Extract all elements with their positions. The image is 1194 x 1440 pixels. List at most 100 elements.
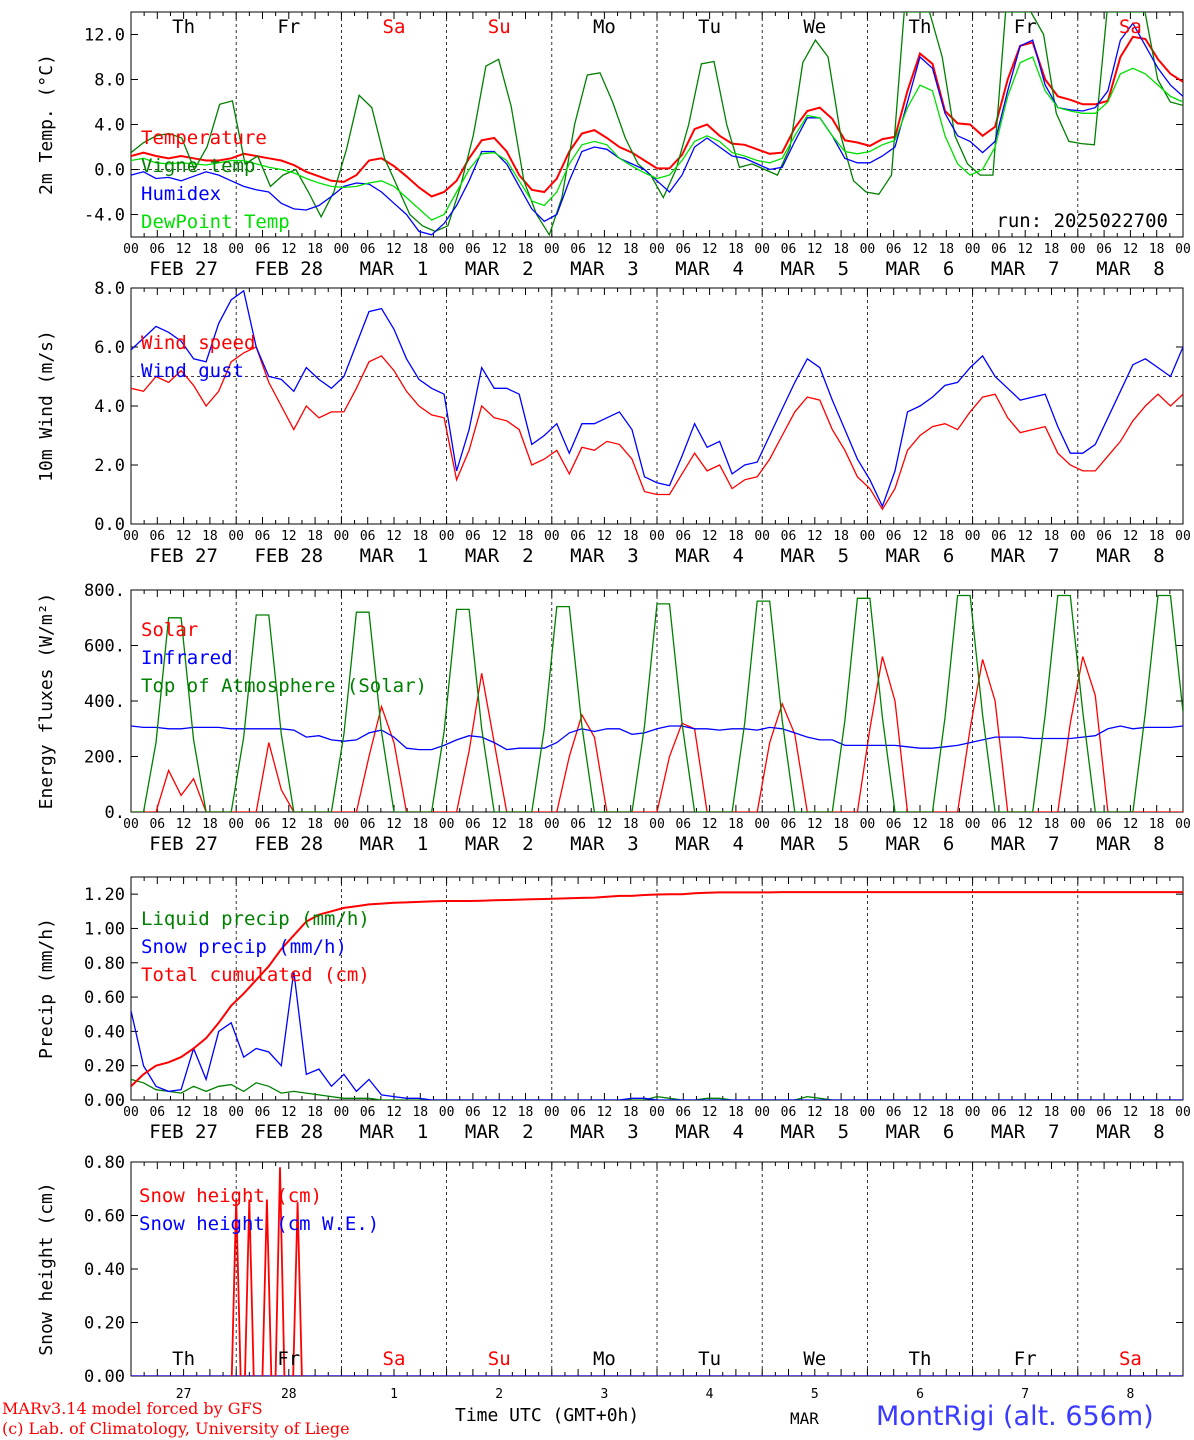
hour-tick-label: 06 (781, 817, 797, 832)
hour-tick-label: 00 (860, 1105, 876, 1120)
hour-tick-label: 00 (228, 1105, 244, 1120)
snow-spike (261, 1199, 273, 1377)
hour-tick-label: 12 (386, 817, 402, 832)
date-label: MAR 6 (886, 833, 955, 855)
date-label: MAR 7 (991, 545, 1060, 567)
hour-tick-label: 00 (649, 529, 665, 544)
hour-tick-label: 06 (781, 529, 797, 544)
weekday-label: Th (172, 1348, 195, 1370)
hour-tick-label: 00 (439, 817, 455, 832)
weekday-label: Tu (698, 16, 721, 38)
date-label: MAR 8 (1096, 833, 1165, 855)
weekday-label: Th (909, 1348, 932, 1370)
y-axis-title: Snow height (cm) (36, 1182, 57, 1355)
hour-tick-label: 12 (807, 817, 823, 832)
hour-tick-label: 00 (754, 817, 770, 832)
weekday-label: Tu (698, 1348, 721, 1370)
hour-tick-label: 00 (439, 529, 455, 544)
weekday-label: We (803, 16, 826, 38)
hour-tick-label: 06 (360, 242, 376, 257)
hour-tick-label: 06 (360, 529, 376, 544)
hour-tick-label: 00 (1175, 1105, 1191, 1120)
y-tick-label: 4.0 (94, 397, 125, 417)
hour-tick-label: 06 (570, 242, 586, 257)
hour-tick-label: 00 (965, 529, 981, 544)
hour-tick-label: 06 (886, 817, 902, 832)
hour-tick-label: 12 (1123, 242, 1139, 257)
legend-snow-height-cm-w-e-: Snow height (cm W.E.) (139, 1213, 379, 1235)
hour-tick-label: 12 (702, 1105, 718, 1120)
hour-tick-label: 18 (1149, 529, 1165, 544)
x-axis-title: Time UTC (GMT+0h) (455, 1405, 640, 1426)
hour-tick-label: 12 (491, 1105, 507, 1120)
hour-tick-label: 18 (1044, 1105, 1060, 1120)
date-label: MAR 6 (886, 1121, 955, 1143)
hour-tick-label: 12 (386, 242, 402, 257)
date-label: FEB 28 (254, 1121, 323, 1143)
hour-tick-label: 06 (675, 529, 691, 544)
hour-tick-label: 18 (833, 1105, 849, 1120)
hour-tick-label: 12 (702, 242, 718, 257)
hour-tick-label: 18 (728, 817, 744, 832)
date-label: MAR 3 (570, 833, 639, 855)
hour-tick-label: 18 (728, 242, 744, 257)
series-line-wind-gust (131, 289, 1183, 509)
hour-tick-label: 18 (518, 529, 534, 544)
hour-tick-label: 00 (860, 529, 876, 544)
date-label: MAR 4 (675, 1121, 744, 1143)
footer-copyright: (c) Lab. of Climatology, University of L… (2, 1419, 350, 1438)
date-label: MAR 2 (465, 545, 534, 567)
weekday-label: Fr (277, 1348, 300, 1370)
hour-tick-label: 12 (386, 529, 402, 544)
hour-tick-label: 18 (1044, 817, 1060, 832)
date-label: MAR 5 (780, 1121, 849, 1143)
hour-tick-label: 18 (518, 1105, 534, 1120)
legend-top-of-atmosphere-solar-: Top of Atmosphere (Solar) (141, 675, 427, 697)
hour-tick-label: 00 (1175, 817, 1191, 832)
hour-tick-label: 06 (991, 817, 1007, 832)
hour-tick-label: 06 (465, 817, 481, 832)
date-label: MAR 7 (991, 1121, 1060, 1143)
hour-tick-label: 18 (833, 529, 849, 544)
hour-tick-label: 06 (255, 529, 271, 544)
hour-tick-label: 06 (886, 529, 902, 544)
y-axis-title: Precip (mm/h) (36, 918, 57, 1059)
y-tick-label: 0.20 (84, 1057, 125, 1077)
date-label: FEB 27 (149, 258, 218, 280)
y-tick-label: 12.0 (84, 26, 125, 46)
date-label: MAR 5 (780, 545, 849, 567)
weekday-label: Sa (1119, 16, 1142, 38)
hour-tick-label: 00 (965, 242, 981, 257)
hour-tick-label: 18 (307, 529, 323, 544)
y-tick-label: -4.0 (84, 206, 125, 226)
hour-tick-label: 00 (649, 242, 665, 257)
series-line-total-cumulated-cm- (131, 891, 1183, 1088)
date-label: MAR 8 (1096, 258, 1165, 280)
day-number-label: 5 (811, 1387, 819, 1402)
hour-tick-label: 00 (334, 817, 350, 832)
series-line-vigne-temp (131, 12, 1183, 237)
date-label: MAR 7 (991, 258, 1060, 280)
hour-tick-label: 12 (807, 529, 823, 544)
hour-tick-label: 06 (465, 242, 481, 257)
y-axis-title: 10m Wind (m/s) (36, 330, 57, 482)
y-tick-label: 0.60 (84, 988, 125, 1008)
hour-tick-label: 06 (570, 817, 586, 832)
hour-tick-label: 06 (570, 529, 586, 544)
hour-tick-label: 18 (412, 242, 428, 257)
date-label: FEB 27 (149, 833, 218, 855)
day-number-label: 7 (1021, 1387, 1029, 1402)
y-tick-label: 0.00 (84, 1091, 125, 1111)
hour-tick-label: 12 (1017, 817, 1033, 832)
hour-tick-label: 12 (807, 242, 823, 257)
hour-tick-label: 00 (439, 1105, 455, 1120)
snow-spike (274, 1167, 286, 1377)
hour-tick-label: 00 (754, 529, 770, 544)
date-label: MAR 2 (465, 833, 534, 855)
hour-tick-label: 06 (886, 1105, 902, 1120)
weekday-label: Su (488, 1348, 511, 1370)
hour-tick-label: 00 (544, 817, 560, 832)
panel-2: 00 06 12 18 00 06 12 18 00 06 12 18 00 06 12 18 00 06 12 18… (36, 279, 1191, 567)
hour-tick-label: 12 (912, 242, 928, 257)
day-number-label: 4 (706, 1387, 714, 1402)
